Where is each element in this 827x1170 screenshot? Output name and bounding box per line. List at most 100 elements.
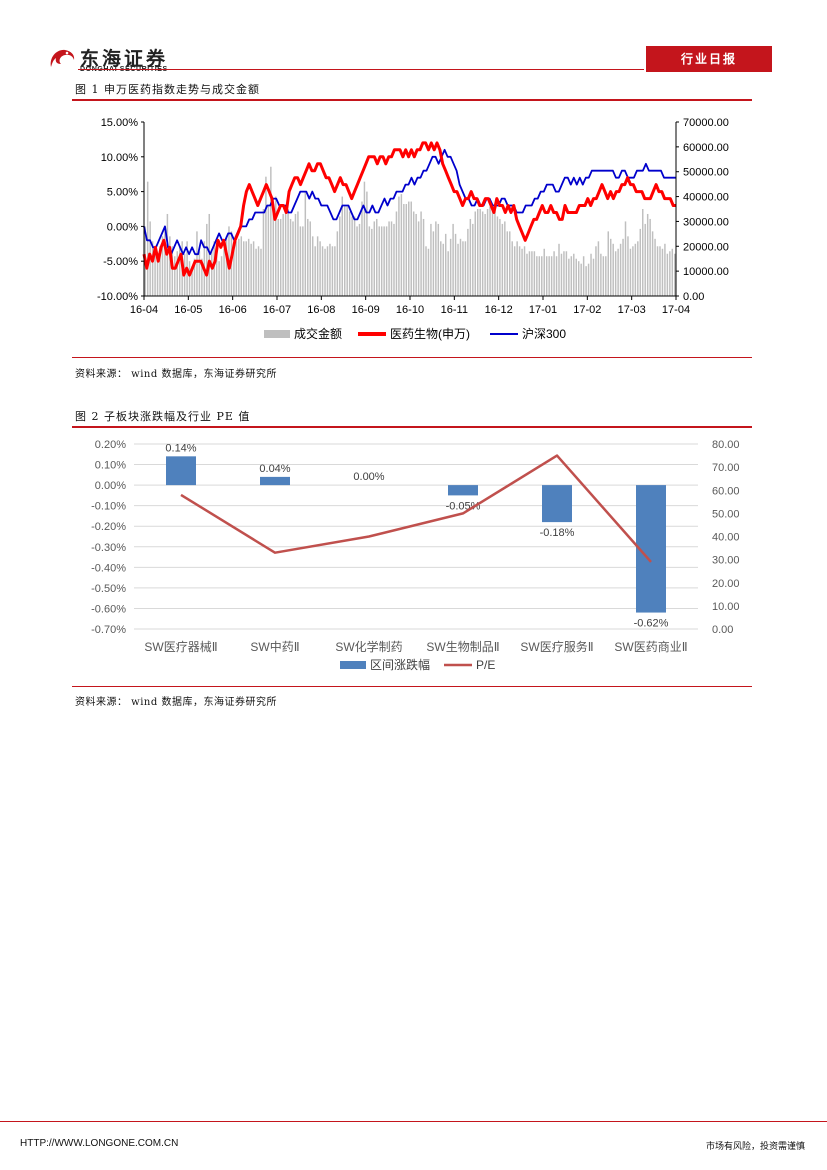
volume-bar [191,266,193,296]
volume-bar [346,206,348,296]
volume-bar [395,211,398,296]
left-tick-label: 0.00% [107,221,138,233]
right-tick-label: 20.00 [712,578,740,590]
pe-line-path [180,454,652,563]
volume-bar [289,218,292,296]
volume-bar [499,218,501,296]
volume-bar [376,218,378,296]
x-tick-label: 16-08 [307,304,335,316]
volume-bar [329,243,331,296]
volume-bar [326,246,329,296]
right-tick-label: 10.00 [712,601,740,613]
volume-bar [196,231,198,296]
volume-bar [265,176,267,296]
volume-bar [486,209,489,296]
volume-bar [169,236,171,296]
volume-bar [669,251,671,296]
volume-bar [378,226,380,296]
volume-bar [146,181,149,296]
volume-bar [563,251,565,296]
left-tick-label: -0.50% [91,583,126,595]
volume-bar [457,243,459,296]
volume-bar [516,241,518,296]
volume-bar [518,246,521,296]
volume-bar [215,253,218,296]
volume-bar [247,238,250,296]
right-tick-label: 40.00 [712,532,740,544]
volume-bar [484,213,486,296]
volume-bar [587,263,590,296]
volume-bar [501,223,504,296]
volume-bar [314,246,316,296]
volume-bar [511,241,513,296]
volume-bar [321,246,324,296]
figure2-source: 资料来源： wind 数据库，东海证券研究所 [75,697,277,708]
volume-bar [489,206,491,296]
x-tick-label: 16-12 [485,304,513,316]
volume-bar [425,246,427,296]
bar-data-label: 0.00% [353,471,384,483]
volume-bar [353,216,356,296]
right-tick-label: 30000.00 [683,216,729,228]
volume-bar [371,228,373,296]
volume-bar [341,196,344,296]
volume-bar [558,243,560,296]
volume-bar [632,246,634,296]
pe-line [180,454,652,563]
volume-bar [513,246,516,296]
volume-bar [533,251,536,296]
x-tick-label: 17-04 [662,304,690,316]
volume-bar [420,211,422,296]
volume-bar [437,223,440,296]
volume-bar [440,241,442,296]
x-tick-label: 16-07 [263,304,291,316]
figure2-top-rule [72,426,752,428]
volume-bar [481,211,484,296]
volume-bar [255,248,257,296]
chart-pharma-index-trend: 15.00% 10.00% 5.00% 0.00% -5.00% -10.00% 70000… [97,117,729,341]
chart1-legend: 成交金额 医药生物(申万) 沪深300 [264,326,566,341]
figure1-bottom-rule [72,357,752,358]
index-lines [142,141,676,277]
footer-url[interactable]: HTTP://WWW.LONGONE.COM.CN [20,1138,179,1149]
volume-bar [646,213,649,296]
volume-bar [435,221,437,296]
figure2-caption: 图 2 子板块涨跌幅及行业 PE 值 [75,410,251,423]
x-tick-label: 16-05 [174,304,202,316]
volume-bar [309,221,311,296]
volume-bar [238,238,240,296]
left-tick-label: 0.20% [95,439,126,451]
volume-bar [573,253,575,296]
volume-bar [356,226,358,296]
volume-bar [206,223,208,296]
change-bar [166,456,196,486]
chart2-gridlines [134,443,698,630]
volume-bar [164,226,166,296]
volume-bar [543,248,545,296]
right-tick-label: 0.00 [683,291,704,303]
volume-bar [316,236,319,296]
volume-bar [651,231,654,296]
volume-bar [469,218,472,296]
right-tick-label: 70.00 [712,462,740,474]
category-label: SW医疗器械Ⅱ [144,639,217,654]
volume-bar [151,241,154,296]
change-bars: 0.14%0.04%0.00%-0.05%-0.18%-0.62% [165,442,668,629]
change-bar [260,476,290,486]
volume-bar [607,231,610,296]
volume-bar [452,223,454,296]
volume-bar [257,246,260,296]
volume-bar [250,243,252,296]
volume-bar [299,226,302,296]
volume-bar [555,256,558,296]
volume-bar [560,253,563,296]
volume-bar [302,226,304,296]
left-tick-label: -0.70% [91,624,126,636]
volume-bar [385,226,388,296]
right-tick-label: 30.00 [712,555,740,567]
volume-bar [267,206,270,296]
category-label: SW医疗服务Ⅱ [520,639,593,654]
category-label: SW生物制品Ⅱ [426,640,499,654]
volume-bar [410,201,412,296]
left-tick-label: 5.00% [107,187,138,199]
